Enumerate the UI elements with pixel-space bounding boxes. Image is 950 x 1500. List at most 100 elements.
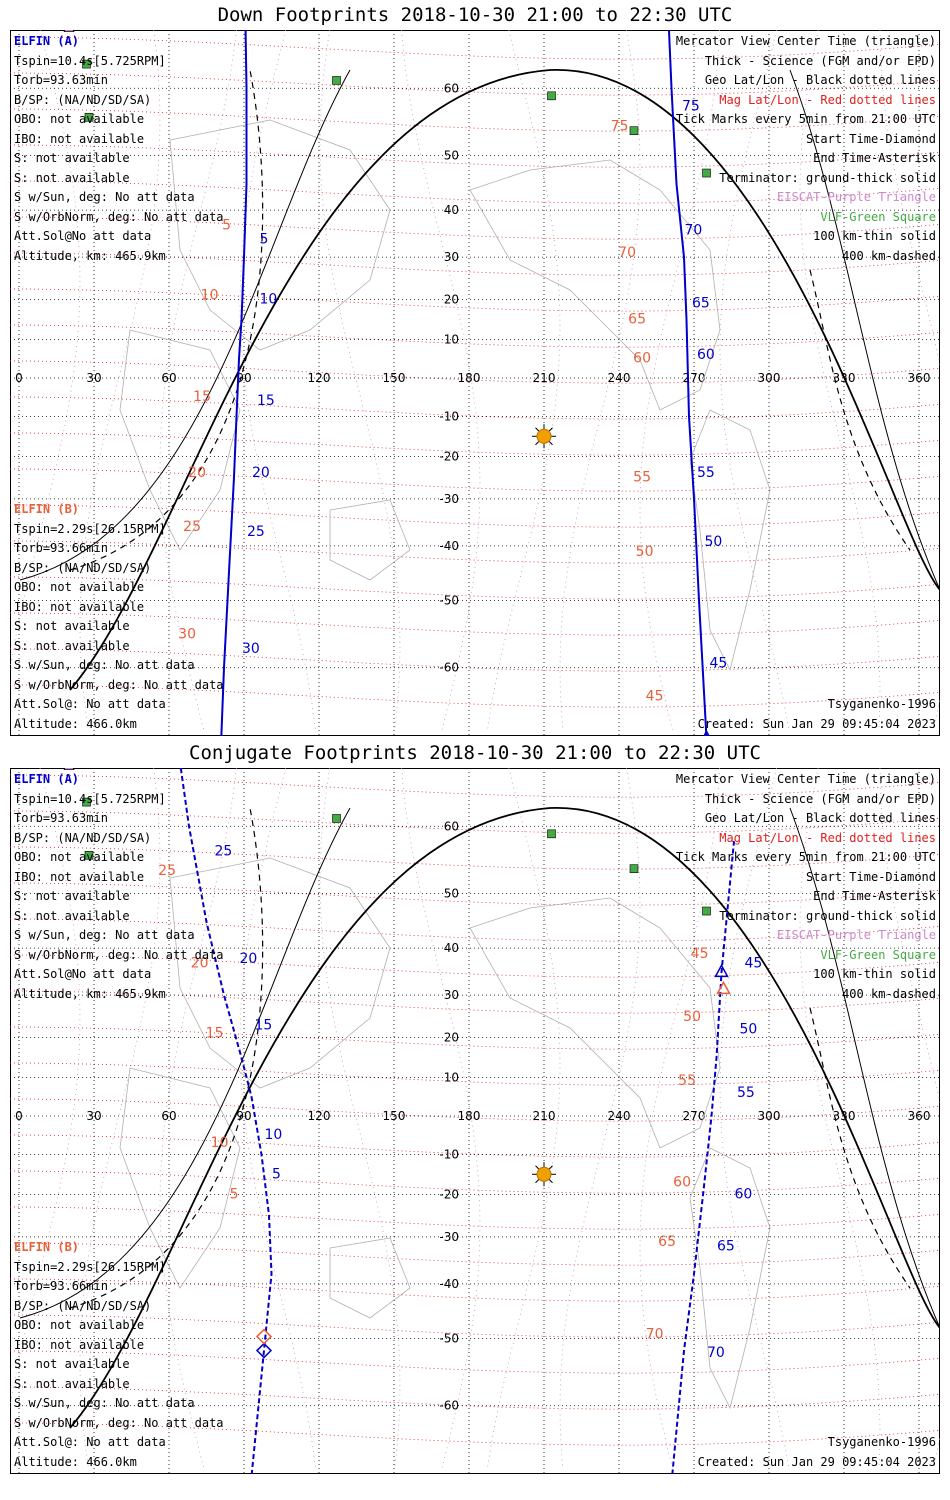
elfin-b-tick-label: 25 [183, 519, 201, 535]
elfin-b-info-line: S: not available [14, 638, 130, 653]
eiscat-marker [63, 768, 75, 770]
mag-lat-line [10, 1062, 940, 1086]
elfin-a-tick-label: 5 [272, 1166, 281, 1182]
elfin-a-tick-label: 15 [257, 393, 275, 409]
elfin-b-info-line: Torb=93.66min [14, 541, 108, 555]
elfin-a-tick-label: 60 [735, 1187, 753, 1203]
legend-entry: Geo Lat/Lon - Black dotted lines [704, 811, 936, 825]
subsolar-point-icon [536, 1166, 552, 1182]
lon-tick-label: 60 [161, 371, 176, 385]
lat-tick-label: 50 [444, 149, 459, 163]
lat-tick-label: 30 [444, 988, 459, 1002]
mercator-map: 0306090120150180210240270300330360706050… [10, 30, 940, 736]
mag-lat-line [10, 288, 940, 312]
elfin-a-track [220, 30, 708, 736]
elfin-a-info-line: IBO: not available [14, 131, 145, 146]
vlf-station-marker [82, 797, 91, 807]
panel-down-footprints: Down Footprints 2018-10-30 21:00 to 22:3… [10, 4, 940, 736]
mag-lat-line [10, 1026, 940, 1050]
mag-lat-line [10, 324, 940, 348]
elfin-b-info: ELFIN (B) Tspin=2.29s[26.15RPM] Torb=93.66… [14, 1238, 224, 1472]
center-time-triangle-icon [714, 963, 729, 978]
elfin-b-info-line: Altitude: 466.0km [14, 1454, 137, 1469]
elfin-a-tick-label: 55 [697, 465, 715, 481]
elfin-b-tick-label: 20 [188, 465, 206, 481]
model-name: Tsyganenko-1996 [827, 697, 936, 711]
coastline [689, 409, 771, 672]
elfin-a-track [179, 768, 735, 1474]
lat-tick-label: 20 [444, 293, 459, 307]
elfin-a-info-line: Torb=93.63min [14, 73, 108, 87]
legend-entry: EISCAT-Purple Triangle [777, 190, 936, 204]
legend-entry: Mag Lat/Lon - Red dotted lines [719, 92, 936, 107]
legend-entry: Mercator View Center Time (triangle) [675, 772, 936, 786]
legend-entry: End Time-Asterisk [813, 151, 936, 165]
vlf-station-marker [547, 91, 556, 101]
mag-lon-line [487, 768, 561, 1469]
center-time-triangle-icon [716, 980, 731, 995]
legend-entry: EISCAT-Purple Triangle [777, 928, 936, 942]
terminator-400km [809, 269, 911, 551]
lat-tick-label: -60 [439, 1399, 459, 1413]
lon-tick-label: 150 [383, 1109, 406, 1123]
created-timestamp: Created: Sun Jan 29 09:45:04 2023 [697, 1454, 936, 1469]
elfin-a-tick-label: 70 [685, 222, 703, 238]
elfin-b-info: ELFIN (B) Tspin=2.29s[26.15RPM] Torb=93.66… [14, 500, 224, 734]
elfin-a-tick-label: 10 [260, 292, 278, 308]
elfin-b-tick-label: 75 [611, 119, 629, 135]
lat-tick-label: -50 [439, 1331, 459, 1345]
elfin-b-info-line: B/SP: (NA/ND/SD/SA) [14, 560, 152, 575]
elfin-a-info-line: S: not available [14, 151, 130, 165]
mag-lat-line [10, 1170, 940, 1194]
coastline [469, 897, 721, 1149]
legend: Mercator View Center Time (triangle) Thic… [676, 32, 936, 266]
legend-entry: Start Time-Diamond [805, 131, 936, 146]
elfin-a-tick-label: 45 [710, 656, 728, 672]
elfin-b-info-line: Att.Sol@: No att data [14, 697, 166, 711]
map-frame [10, 768, 940, 1474]
elfin-a-tick-label: 55 [737, 1085, 755, 1101]
elfin-a-tick-label: 65 [717, 1238, 735, 1254]
eiscat-marker [63, 30, 75, 32]
elfin-b-info-line: B/SP: (NA/ND/SD/SA) [14, 1298, 152, 1313]
lon-tick-label: 180 [458, 1109, 481, 1123]
mag-lon-line [719, 30, 790, 731]
vlf-station-marker [702, 906, 711, 916]
lat-tick-label: 30 [444, 250, 459, 264]
elfin-a-tick-label: 30 [242, 641, 260, 657]
elfin-b-header: ELFIN (B) [14, 502, 80, 516]
elfin-b-header: ELFIN (B) [14, 1240, 80, 1254]
lat-tick-label: -20 [439, 1187, 459, 1201]
elfin-b-tick-label: 25 [158, 863, 176, 879]
mag-lon-line [719, 768, 790, 1469]
lat-tick-label: 10 [444, 332, 459, 346]
elfin-a-info-line: Altitude, km: 465.9km [14, 248, 166, 263]
elfin-b-info-line: S w/OrbNorm, deg: No att data [14, 1415, 224, 1430]
lat-tick-label: -40 [439, 539, 459, 553]
elfin-b-tick-label: 65 [658, 1234, 676, 1250]
legend-entry: 400 km-dashed [842, 986, 936, 1001]
elfin-a-info: ELFIN (A) Tspin=10.4s[5.725RPM] Torb=93.63… [14, 32, 224, 266]
created-timestamp: Created: Sun Jan 29 09:45:04 2023 [697, 716, 936, 731]
lat-tick-label: -30 [439, 492, 459, 506]
lat-tick-label: -20 [439, 449, 459, 463]
elfin-b-info-line: OBO: not available [14, 580, 145, 594]
elfin-b-tick-label: 5 [222, 218, 231, 234]
elfin-b-tick-label: 70 [646, 1326, 664, 1342]
elfin-a-tick-label: 50 [705, 534, 723, 550]
elfin-a-info-line: S w/Sun, deg: No att data [14, 190, 195, 204]
lon-tick-label: 210 [533, 371, 556, 385]
elfin-a-info-line: IBO: not available [14, 869, 145, 884]
coastline [329, 499, 411, 581]
lon-tick-label: 30 [86, 371, 101, 385]
elfin-b-tick-label: 20 [191, 956, 209, 972]
lon-tick-label: 120 [308, 371, 331, 385]
lat-tick-label: -40 [439, 1277, 459, 1291]
coastline [469, 159, 721, 411]
elfin-b-info-line: OBO: not available [14, 1318, 145, 1332]
lon-tick-label: 60 [161, 1109, 176, 1123]
terminator-ground [69, 807, 940, 1429]
elfin-b-info-line: S w/OrbNorm, deg: No att data [14, 677, 224, 692]
lon-tick-label: 210 [533, 1109, 556, 1123]
elfin-a-header: ELFIN (A) [14, 772, 80, 786]
